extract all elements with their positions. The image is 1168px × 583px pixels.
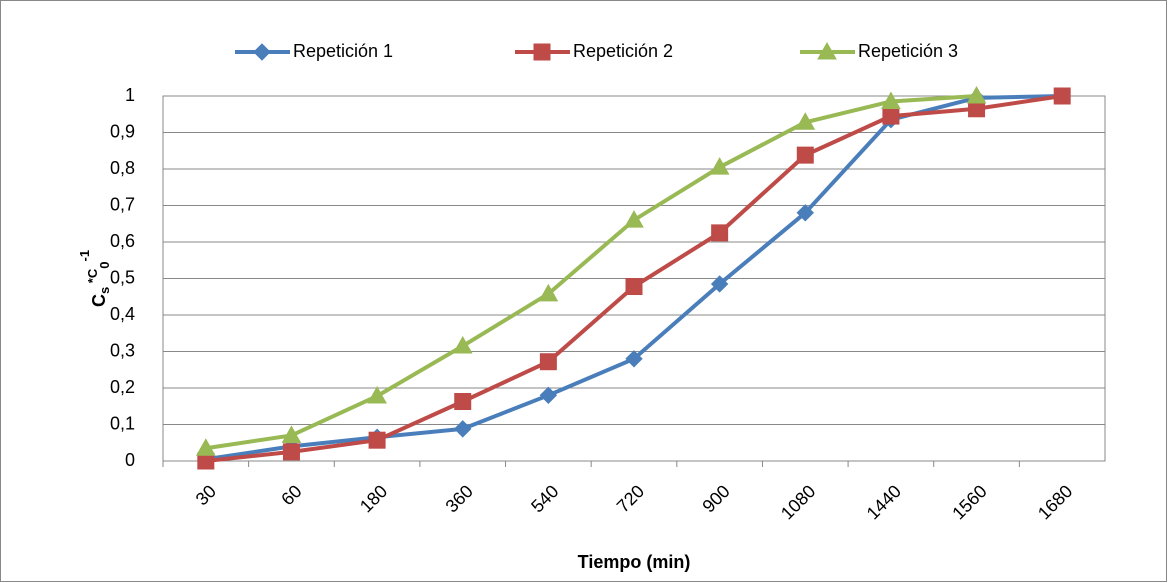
y-tick-label: 0,1: [110, 413, 135, 433]
y-axis-title: Cs *C0 -1: [77, 250, 112, 307]
legend-label: Repetición 3: [858, 41, 958, 61]
y-tick-label: 0: [125, 450, 135, 470]
plot-frame: [162, 95, 1106, 462]
y-tick-label: 0,7: [110, 194, 135, 214]
y-axis-title-part: s: [97, 287, 112, 294]
y-axis-title-part: *C: [85, 268, 100, 287]
marker: [625, 278, 643, 296]
marker: [195, 438, 216, 456]
marker: [796, 146, 814, 164]
marker: [817, 41, 837, 60]
marker: [625, 350, 643, 368]
y-tick-label: 0,9: [110, 121, 135, 141]
marker: [282, 443, 300, 461]
marker: [539, 386, 558, 405]
marker: [795, 112, 816, 130]
marker: [452, 336, 473, 354]
marker: [710, 275, 729, 293]
y-tick-label: 0,8: [110, 158, 135, 178]
legend-label: Repetición 2: [573, 41, 673, 61]
y-tick-label: 1: [125, 85, 135, 105]
marker: [624, 210, 644, 228]
y-tick-label: 0,6: [110, 231, 135, 251]
marker: [711, 224, 729, 242]
legend-item: Repetición 3: [800, 41, 958, 61]
y-tick-label: 0,4: [110, 304, 135, 324]
marker: [881, 91, 901, 109]
legend-item: Repetición 2: [515, 41, 673, 61]
y-axis-title-part: C: [89, 294, 109, 307]
legend-label: Repetición 1: [293, 41, 393, 61]
marker: [709, 157, 730, 175]
marker: [796, 204, 814, 222]
marker: [367, 386, 387, 404]
y-axis-title-part: -1: [77, 250, 92, 262]
marker: [281, 425, 302, 443]
y-tick-label: 0,2: [110, 377, 135, 397]
marker: [539, 353, 557, 371]
series-line: [205, 94, 977, 451]
marker: [882, 107, 900, 125]
y-tick-label: 0,3: [110, 340, 135, 360]
marker: [454, 393, 472, 411]
legend-item: Repetición 1: [235, 41, 393, 61]
y-axis-title-part: 0: [97, 262, 112, 269]
marker: [368, 431, 386, 449]
marker: [454, 420, 472, 438]
y-tick-label: 0,5: [110, 267, 135, 287]
marker: [1053, 87, 1071, 105]
marker: [533, 43, 551, 61]
marker: [538, 283, 559, 302]
x-axis-title: Tiempo (min): [578, 552, 691, 572]
marker: [253, 43, 271, 61]
marker: [966, 85, 987, 104]
